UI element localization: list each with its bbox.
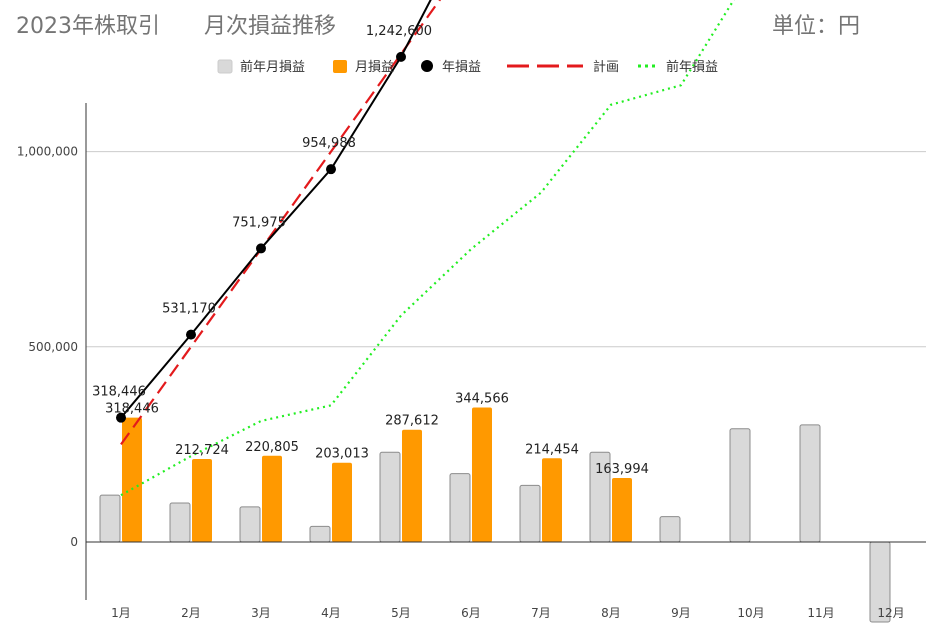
bar-prev-month <box>169 502 191 543</box>
legend-label: 月損益 <box>355 60 394 75</box>
line-prev-year <box>120 0 735 497</box>
legend-swatch <box>217 59 233 74</box>
bar-prev-month <box>309 525 331 543</box>
x-tick-label: 5月 <box>391 606 411 620</box>
y-tick-label: 1,000,000 <box>17 145 78 159</box>
y-tick-label: 0 <box>70 535 78 549</box>
bar-month <box>332 462 352 542</box>
bar-month <box>122 417 142 542</box>
bar-month <box>262 455 282 542</box>
line-year <box>120 0 432 419</box>
data-label-month: 220,805 <box>245 440 299 455</box>
bar-month <box>192 458 212 542</box>
bar-prev-month <box>449 473 471 543</box>
data-label-month: 203,013 <box>315 447 369 462</box>
line-plan <box>120 0 442 446</box>
x-tick-label: 2月 <box>181 606 201 620</box>
legend-label: 年損益 <box>442 60 481 75</box>
bar-prev-month <box>99 494 121 543</box>
point-year <box>116 412 126 423</box>
x-tick-label: 8月 <box>601 606 621 620</box>
x-tick-label: 9月 <box>671 606 691 620</box>
data-label-year: 531,170 <box>162 302 216 317</box>
x-tick-label: 4月 <box>321 606 341 620</box>
bar-prev-month <box>519 484 541 543</box>
x-tick-label: 11月 <box>807 606 834 620</box>
data-label-month: 318,446 <box>105 402 159 417</box>
point-year <box>326 164 336 175</box>
x-tick-label: 7月 <box>531 606 551 620</box>
data-label-year: 318,446 <box>92 385 146 400</box>
data-label-year: 1,242,600 <box>366 24 432 39</box>
legend-swatch <box>421 60 433 72</box>
data-label-month: 214,454 <box>525 442 579 457</box>
chart-title: 2023年株取引 月次損益推移 <box>16 14 336 39</box>
bar-prev-month <box>239 506 261 543</box>
bar-month <box>542 458 562 542</box>
legend-label: 前年損益 <box>666 59 718 75</box>
bar-prev-month <box>659 516 681 543</box>
x-tick-label: 12月 <box>877 606 904 620</box>
x-tick-label: 3月 <box>251 606 271 620</box>
legend-label: 計画 <box>593 59 619 75</box>
x-tick-label: 6月 <box>461 606 481 620</box>
bar-prev-month <box>379 451 401 543</box>
unit-label: 単位：円 <box>772 14 861 39</box>
legend-label: 前年月損益 <box>240 59 305 75</box>
data-label-month: 212,724 <box>175 443 229 458</box>
data-label-year: 751,975 <box>232 215 286 230</box>
x-tick-label: 10月 <box>737 606 764 620</box>
bar-month <box>402 429 422 542</box>
point-year <box>396 51 406 62</box>
point-year <box>186 329 196 340</box>
x-tick-label: 1月 <box>111 606 131 620</box>
point-year <box>256 243 266 254</box>
bar-month <box>612 477 632 542</box>
data-label-year: 954,988 <box>302 136 356 151</box>
bar-prev-month <box>729 428 751 543</box>
y-tick-label: 500,000 <box>28 340 78 354</box>
data-label-month: 287,612 <box>385 414 439 429</box>
bar-month <box>472 407 492 542</box>
bar-prev-month <box>799 424 821 543</box>
data-label-month: 344,566 <box>455 391 509 406</box>
legend-swatch <box>333 60 347 73</box>
data-label-month: 163,994 <box>595 462 649 477</box>
